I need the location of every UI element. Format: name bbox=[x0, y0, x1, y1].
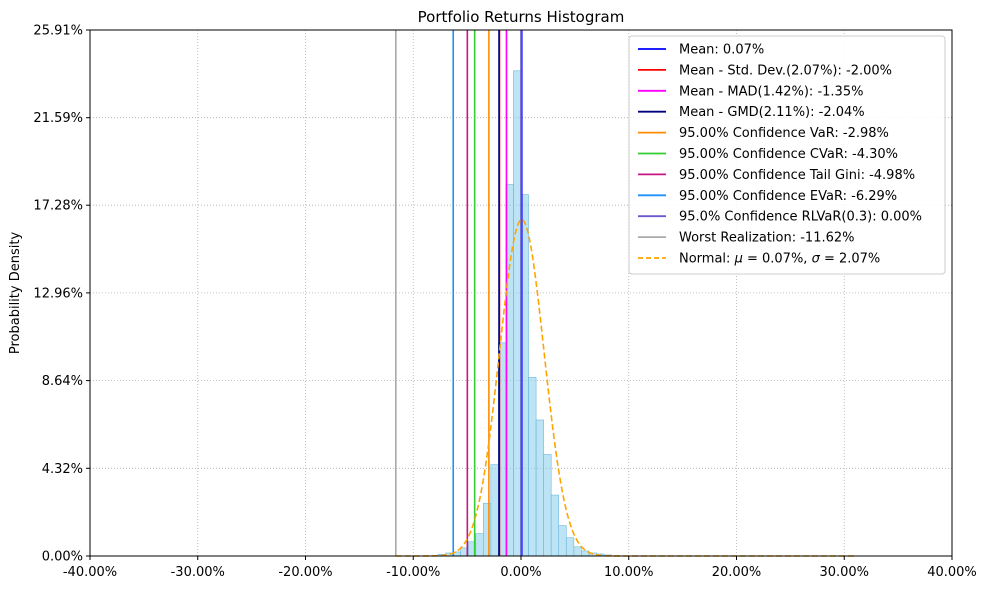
legend-label: 95.00% Confidence CVaR: -4.30% bbox=[679, 147, 898, 162]
legend-label: Mean: 0.07% bbox=[679, 43, 764, 58]
legend-label: 95.0% Confidence RLVaR(0.3): 0.00% bbox=[679, 210, 922, 225]
histogram-bar bbox=[550, 494, 560, 557]
y-tick-label: 21.59% bbox=[33, 111, 83, 126]
y-tick-label: 4.32% bbox=[42, 462, 83, 477]
x-tick-label: 10.00% bbox=[604, 565, 654, 580]
histogram-bar bbox=[573, 546, 582, 557]
reference-lines bbox=[394, 30, 523, 556]
histogram-bar bbox=[543, 454, 552, 557]
y-tick-label: 8.64% bbox=[42, 374, 83, 389]
legend-label: Worst Realization: -11.62% bbox=[679, 231, 855, 246]
y-tick-label: 0.00% bbox=[42, 550, 83, 565]
y-tick-label: 25.91% bbox=[33, 24, 83, 39]
y-axis-ticks: 0.00% 4.32% 8.64% 12.96% 17.28% 21.59% 25.91% bbox=[33, 24, 90, 565]
x-tick-label: 30.00% bbox=[819, 565, 869, 580]
histogram-bar bbox=[482, 502, 492, 557]
histogram-bar bbox=[565, 537, 575, 557]
histogram-bar bbox=[528, 377, 537, 557]
legend: Mean: 0.07% Mean - Std. Dev.(2.07%): -2.0… bbox=[628, 35, 946, 275]
histogram-bars bbox=[437, 70, 612, 557]
x-tick-label: 0.00% bbox=[500, 565, 541, 580]
histogram-bar bbox=[475, 533, 484, 557]
legend-label: 95.00% Confidence Tail Gini: -4.98% bbox=[679, 168, 915, 183]
y-tick-label: 12.96% bbox=[33, 286, 83, 301]
histogram-bar bbox=[558, 525, 567, 557]
legend-box bbox=[628, 35, 946, 275]
histogram-bar bbox=[490, 464, 499, 557]
x-axis-ticks: -40.00% -30.00% -20.00% -10.00% 0.00% 10.00% 2… bbox=[63, 556, 977, 580]
x-tick-label: 20.00% bbox=[712, 565, 762, 580]
legend-label: 95.00% Confidence VaR: -2.98% bbox=[679, 126, 889, 141]
x-tick-label: -30.00% bbox=[171, 565, 225, 580]
y-axis-label: Probability Density bbox=[8, 232, 23, 355]
legend-label: Mean - MAD(1.42%): -1.35% bbox=[679, 84, 863, 99]
legend-label: 95.00% Confidence EVaR: -6.29% bbox=[679, 189, 897, 204]
x-tick-label: -20.00% bbox=[278, 565, 332, 580]
legend-label: Mean - GMD(2.11%): -2.04% bbox=[679, 105, 865, 120]
legend-label: Normal: μ = 0.07%, σ = 2.07% bbox=[679, 252, 880, 267]
x-tick-label: -10.00% bbox=[386, 565, 440, 580]
histogram-bar bbox=[513, 70, 522, 557]
histogram-bar bbox=[535, 419, 544, 557]
x-tick-label: -40.00% bbox=[63, 565, 117, 580]
chart-title: Portfolio Returns Histogram bbox=[418, 8, 625, 26]
x-tick-label: 40.00% bbox=[927, 565, 977, 580]
legend-label: Mean - Std. Dev.(2.07%): -2.00% bbox=[679, 63, 892, 78]
y-tick-label: 17.28% bbox=[33, 199, 83, 214]
